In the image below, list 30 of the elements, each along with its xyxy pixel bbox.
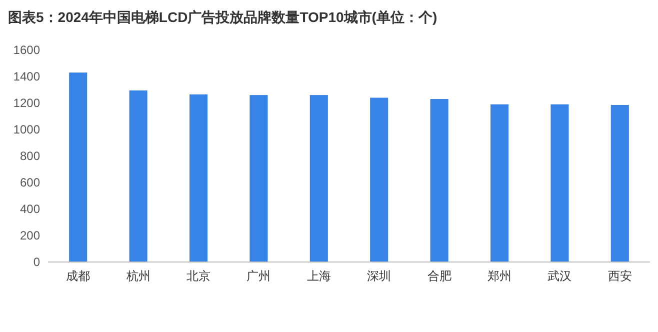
y-tick-label: 1600 — [13, 43, 40, 58]
y-tick-label: 800 — [20, 149, 40, 164]
bar — [310, 95, 328, 262]
bar — [189, 94, 208, 262]
y-tick-label: 400 — [20, 202, 40, 216]
y-tick-label: 0 — [33, 255, 40, 270]
bar — [490, 104, 509, 262]
y-tick-label: 600 — [20, 176, 40, 190]
x-tick-label: 西安 — [608, 269, 632, 283]
x-tick-label: 合肥 — [427, 269, 452, 283]
x-tick-label: 上海 — [306, 269, 331, 283]
bar — [550, 104, 569, 262]
chart-title: 图表5：2024年中国电梯LCD广告投放品牌数量TOP10城市(单位：个) — [8, 9, 438, 25]
y-tick-label: 1200 — [13, 96, 40, 110]
x-tick-label: 广州 — [246, 269, 271, 283]
bar — [610, 104, 629, 262]
x-tick-label: 北京 — [186, 269, 210, 283]
y-tick-label: 1000 — [13, 122, 40, 137]
y-tick-label: 1400 — [13, 70, 40, 84]
bar — [129, 90, 148, 262]
bar — [69, 72, 88, 262]
bar — [370, 98, 388, 262]
bar — [430, 99, 448, 262]
bar — [250, 95, 268, 262]
x-tick-label: 武汉 — [548, 269, 572, 283]
x-tick-label: 深圳 — [367, 269, 392, 283]
x-tick-label: 成都 — [66, 269, 90, 283]
y-tick-label: 200 — [20, 228, 40, 243]
x-tick-label: 郑州 — [488, 269, 512, 283]
x-tick-label: 杭州 — [125, 269, 150, 283]
